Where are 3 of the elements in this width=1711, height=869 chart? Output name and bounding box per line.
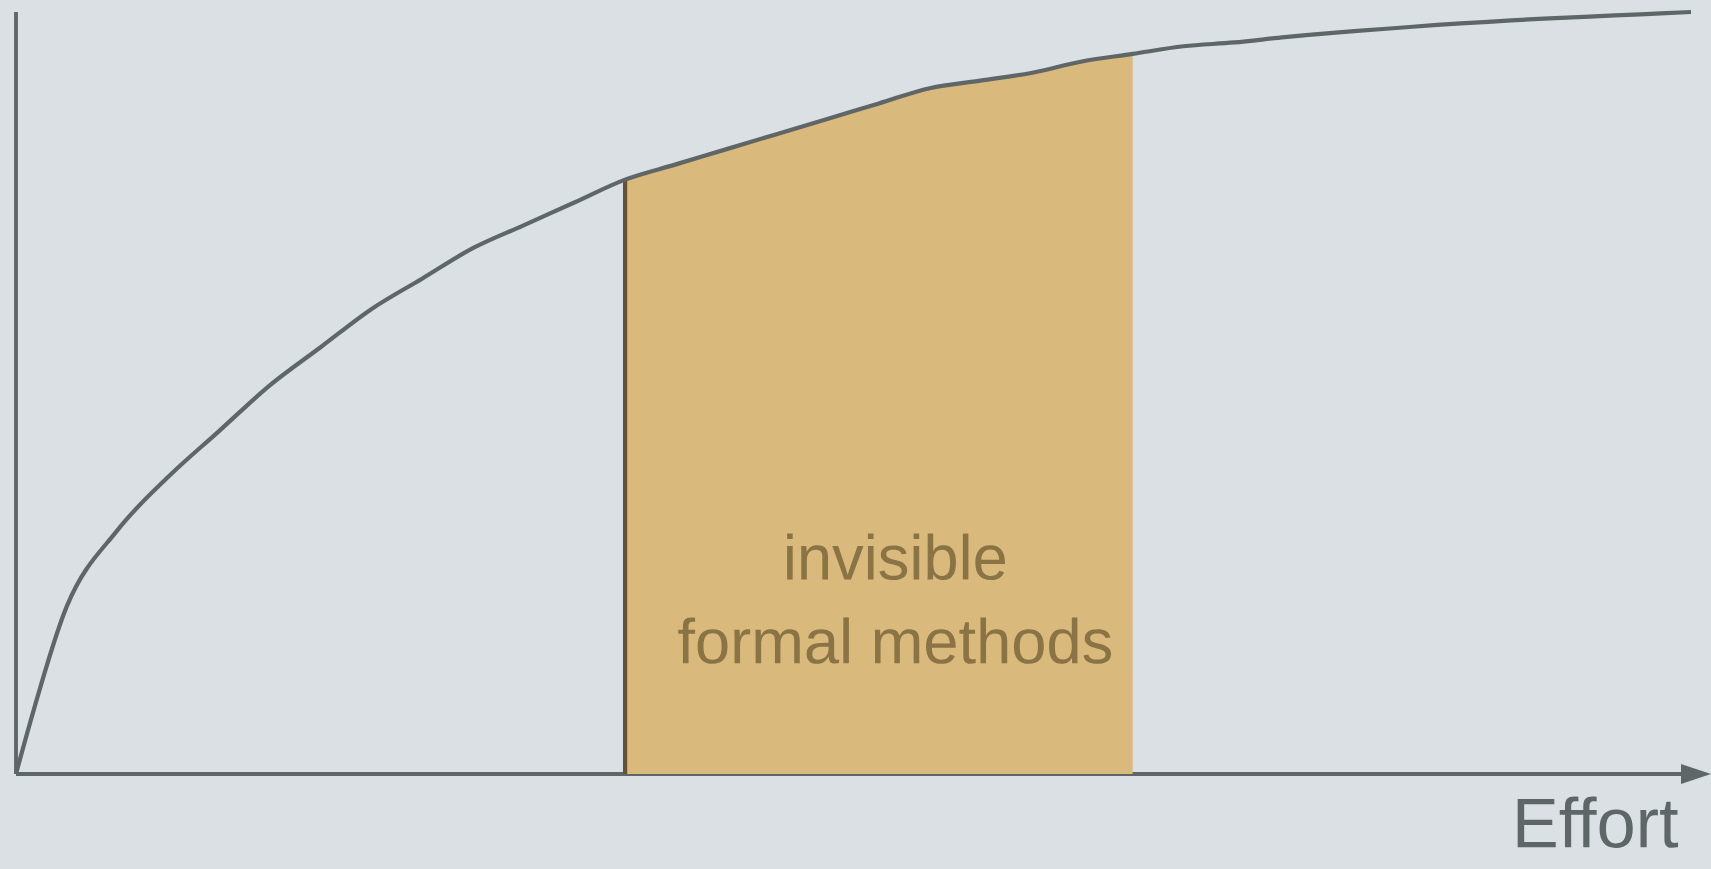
x-axis-title: Effort [1517,796,1679,848]
annotation: formal methods [678,617,1111,664]
annotation: invisible [787,533,1005,581]
